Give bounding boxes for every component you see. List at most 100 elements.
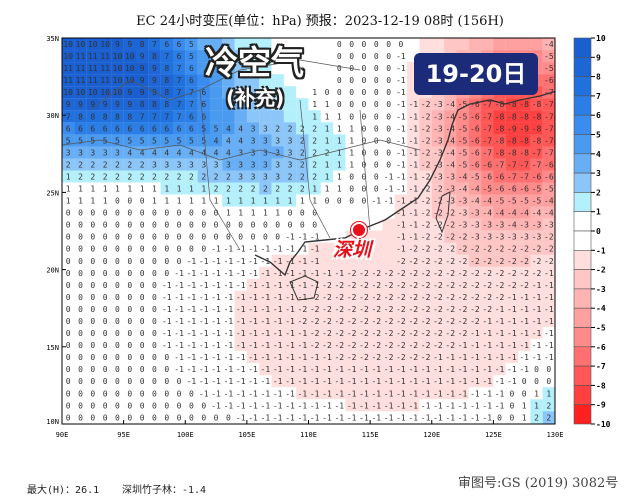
- value-label: 3: [251, 148, 256, 157]
- value-label: 0: [164, 413, 169, 422]
- value-label: 0: [78, 245, 83, 254]
- value-label: -2: [421, 160, 431, 169]
- value-label: -7: [532, 160, 542, 169]
- value-label: 5: [164, 136, 169, 145]
- value-label: -3: [433, 172, 443, 181]
- value-label: 4: [140, 148, 145, 157]
- value-label: -1: [162, 317, 172, 326]
- value-label: -1: [396, 124, 406, 133]
- value-label: 1: [300, 197, 305, 206]
- value-cell: [135, 194, 149, 207]
- value-label: -1: [310, 413, 320, 422]
- value-cell: [308, 158, 321, 171]
- value-cell: [382, 62, 395, 75]
- value-cell: [308, 218, 321, 231]
- value-label: -4: [458, 185, 468, 194]
- value-cell: [518, 122, 531, 135]
- value-cell: [308, 38, 321, 51]
- value-label: -1: [211, 329, 221, 338]
- value-cell: [197, 74, 210, 87]
- value-label: 0: [288, 221, 293, 230]
- value-cell: [505, 110, 519, 123]
- value-label: 8: [115, 112, 120, 121]
- value-label: 0: [534, 365, 539, 374]
- value-label: 0: [127, 209, 132, 218]
- value-label: -1: [310, 353, 320, 362]
- value-label: -1: [285, 329, 295, 338]
- value-label: -1: [396, 197, 406, 206]
- value-label: -1: [408, 136, 418, 145]
- value-label: 10: [76, 88, 86, 97]
- value-cell: [333, 62, 346, 75]
- value-label: 0: [214, 413, 219, 422]
- value-label: 0: [337, 197, 342, 206]
- value-label: -4: [544, 197, 554, 206]
- value-label: 0: [140, 293, 145, 302]
- value-cell: [222, 86, 235, 99]
- value-label: -2: [544, 257, 554, 266]
- value-label: 0: [189, 209, 194, 218]
- value-label: 0: [66, 269, 71, 278]
- value-label: -1: [248, 293, 258, 302]
- value-label: 1: [177, 197, 182, 206]
- colorbar-label: 9: [596, 53, 601, 62]
- value-label: 0: [115, 341, 120, 350]
- value-cell: [209, 218, 223, 231]
- value-label: -1: [261, 317, 271, 326]
- value-cell: [148, 38, 161, 51]
- value-label: 1: [325, 100, 330, 109]
- value-label: 1: [214, 197, 219, 206]
- value-label: -1: [199, 293, 209, 302]
- value-cell: [160, 182, 174, 195]
- value-cell: [481, 206, 494, 219]
- value-cell: [444, 194, 457, 207]
- value-label: -1: [458, 353, 468, 362]
- value-label: 5: [140, 136, 145, 145]
- value-label: -1: [174, 293, 184, 302]
- value-label: 6: [189, 64, 194, 73]
- value-label: 3: [115, 148, 120, 157]
- value-label: -2: [310, 329, 320, 338]
- value-label: 3: [238, 160, 243, 169]
- value-cell: [444, 146, 457, 159]
- value-label: -1: [224, 377, 234, 386]
- value-label: 0: [386, 88, 391, 97]
- value-cell: [407, 110, 420, 123]
- value-cell: [542, 110, 555, 123]
- value-label: -1: [519, 329, 529, 338]
- value-label: -1: [408, 209, 418, 218]
- value-cell: [431, 134, 445, 147]
- value-label: -2: [347, 317, 357, 326]
- value-label: 0: [152, 353, 157, 362]
- value-cell: [246, 122, 260, 135]
- value-label: 9: [152, 88, 157, 97]
- value-label: -1: [519, 293, 529, 302]
- colorbar-label: 10: [596, 34, 606, 43]
- value-cell: [493, 218, 506, 231]
- value-label: 1: [90, 185, 95, 194]
- value-label: 11: [76, 52, 86, 61]
- value-label: -5: [458, 136, 468, 145]
- value-label: 0: [201, 401, 206, 410]
- value-label: -1: [396, 52, 406, 61]
- value-label: -2: [507, 269, 517, 278]
- value-label: -1: [248, 305, 258, 314]
- value-cell: [172, 230, 186, 243]
- value-label: 8: [103, 112, 108, 121]
- value-label: -1: [507, 317, 517, 326]
- value-label: 8: [140, 40, 145, 49]
- value-label: -1: [285, 293, 295, 302]
- value-cell: [357, 74, 371, 87]
- value-cell: [98, 194, 112, 207]
- value-label: 0: [90, 365, 95, 374]
- value-label: -1: [199, 329, 209, 338]
- value-label: 3: [177, 160, 182, 169]
- value-label: 1: [349, 136, 354, 145]
- value-label: 0: [312, 221, 317, 230]
- value-label: -8: [519, 100, 529, 109]
- value-label: 0: [140, 353, 145, 362]
- value-label: -2: [507, 281, 517, 290]
- value-cell: [148, 146, 161, 159]
- value-label: 0: [374, 148, 379, 157]
